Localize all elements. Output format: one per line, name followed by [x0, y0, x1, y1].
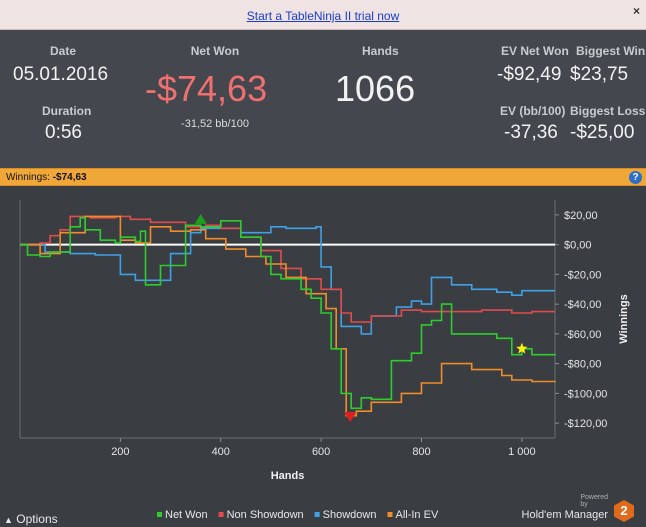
legend-label-net-won: Net Won — [165, 509, 208, 521]
winnings-label: Winnings: — [6, 172, 50, 183]
legend-swatch-all-in-ev — [387, 512, 393, 517]
brand-name: Hold'em Manager — [521, 509, 608, 521]
x-tick-label: 400 — [212, 446, 230, 458]
options-triangle-icon: ▲ — [4, 515, 13, 525]
y-tick-label: -$80,00 — [564, 359, 601, 371]
marker-biggest-loss — [344, 412, 357, 423]
x-tick-label: 800 — [412, 446, 430, 458]
series-line-showdown — [20, 226, 555, 335]
x-tick-label: 200 — [111, 446, 129, 458]
ev-net-won-label: EV Net Won — [501, 44, 569, 58]
winnings-caption: Winnings: -$74,63 — [6, 172, 87, 183]
biggest-loss-value: -$25,00 — [570, 122, 635, 143]
date-value: 05.01.2016 — [13, 64, 109, 85]
hands-value: 1066 — [335, 68, 416, 109]
help-icon[interactable]: ? — [629, 171, 642, 184]
powered-by-text: Powered by — [580, 494, 608, 508]
winnings-chart: $20,00 $0,00 -$20,00 -$40,00 -$60,00 -$80,00 -… — [0, 186, 646, 527]
marker-ev-net-won — [516, 342, 528, 354]
winnings-chart-svg: $20,00 $0,00 -$20,00 -$40,00 -$60,00 -$80,00 -… — [19, 200, 630, 521]
options-button[interactable]: ▲ Options — [4, 512, 58, 526]
ev-bb-label: EV (bb/100) — [500, 104, 566, 118]
duration-value: 0:56 — [45, 122, 82, 143]
ev-net-won-value: -$92,49 — [497, 64, 562, 85]
winnings-header-bar: Winnings: -$74,63 ? — [0, 168, 646, 186]
x-tick-label: 1 000 — [508, 446, 536, 458]
legend-swatch-showdown — [314, 512, 320, 517]
y-tick-label: -$100,00 — [564, 388, 607, 400]
legend-swatch-non-showdown — [218, 512, 224, 517]
ev-bb-value: -37,36 — [504, 122, 558, 143]
trial-banner: Start a TableNinja II trial now × — [0, 0, 646, 30]
legend-label-all-in-ev: All-In EV — [395, 509, 438, 521]
biggest-loss-label: Biggest Loss — [570, 104, 646, 118]
close-icon[interactable]: × — [632, 4, 640, 18]
y-tick-label: -$60,00 — [564, 329, 601, 341]
legend-swatch-net-won — [157, 512, 162, 517]
trial-link[interactable]: Start a TableNinja II trial now — [246, 9, 400, 23]
biggest-win-label: Biggest Win — [576, 44, 646, 58]
legend-label-showdown: Showdown — [323, 509, 377, 521]
stats-panel: Date 05.01.2016 Duration 0:56 Net Won -$… — [0, 30, 646, 168]
y-tick-label: -$20,00 — [564, 269, 601, 281]
hm2-logo-icon: 2 — [614, 500, 634, 522]
net-won-value: -$74,63 — [145, 68, 268, 109]
date-label: Date — [50, 44, 77, 58]
y-tick-label: -$120,00 — [564, 418, 607, 430]
options-label: Options — [16, 512, 58, 526]
legend-label-non-showdown: Non Showdown — [227, 509, 304, 521]
x-axis-title: Hands — [271, 470, 305, 482]
x-tick-label: 600 — [312, 446, 330, 458]
marker-biggest-win — [194, 213, 207, 224]
winnings-value: -$74,63 — [52, 172, 87, 183]
hands-label: Hands — [362, 44, 399, 58]
y-tick-label: $0,00 — [564, 240, 592, 252]
y-tick-label: $20,00 — [564, 210, 598, 222]
biggest-win-value: $23,75 — [570, 64, 629, 85]
series-line-all-in-ev — [20, 215, 556, 417]
net-won-label: Net Won — [190, 44, 240, 58]
y-tick-label: -$40,00 — [564, 299, 601, 311]
series-line-net-won — [20, 217, 556, 410]
net-won-bb: -31,52 bb/100 — [181, 118, 249, 130]
y-axis-title: Winnings — [618, 294, 630, 343]
duration-label: Duration — [42, 104, 92, 118]
